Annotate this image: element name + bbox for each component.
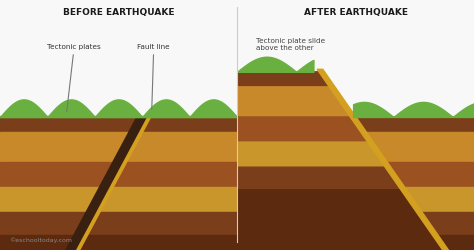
Polygon shape: [402, 188, 474, 212]
Polygon shape: [237, 88, 353, 118]
Bar: [0, 188, 237, 212]
Polygon shape: [364, 132, 474, 162]
Bar: [0, 162, 237, 188]
Bar: [0, 212, 237, 235]
Text: Tectonic plate slide
above the other: Tectonic plate slide above the other: [256, 38, 325, 51]
Polygon shape: [237, 168, 404, 190]
Polygon shape: [237, 72, 332, 88]
Polygon shape: [435, 235, 474, 250]
Polygon shape: [77, 118, 151, 250]
Polygon shape: [66, 118, 147, 250]
Text: AFTER EARTHQUAKE: AFTER EARTHQUAKE: [303, 8, 408, 16]
Bar: [0, 235, 237, 250]
Bar: [0, 132, 237, 162]
Text: Fault line: Fault line: [137, 44, 170, 110]
Bar: [237, 0, 474, 55]
Polygon shape: [237, 190, 446, 250]
Polygon shape: [353, 118, 474, 132]
Bar: [0, 0, 237, 70]
Polygon shape: [384, 162, 474, 188]
Text: Tectonic plates: Tectonic plates: [47, 44, 101, 112]
Text: BEFORE EARTHQUAKE: BEFORE EARTHQUAKE: [63, 8, 174, 16]
Text: ©eschooltoday.com: ©eschooltoday.com: [9, 237, 73, 242]
Polygon shape: [237, 118, 371, 142]
Polygon shape: [237, 142, 388, 168]
Polygon shape: [317, 70, 448, 250]
Bar: [0, 118, 237, 132]
Polygon shape: [419, 212, 474, 235]
